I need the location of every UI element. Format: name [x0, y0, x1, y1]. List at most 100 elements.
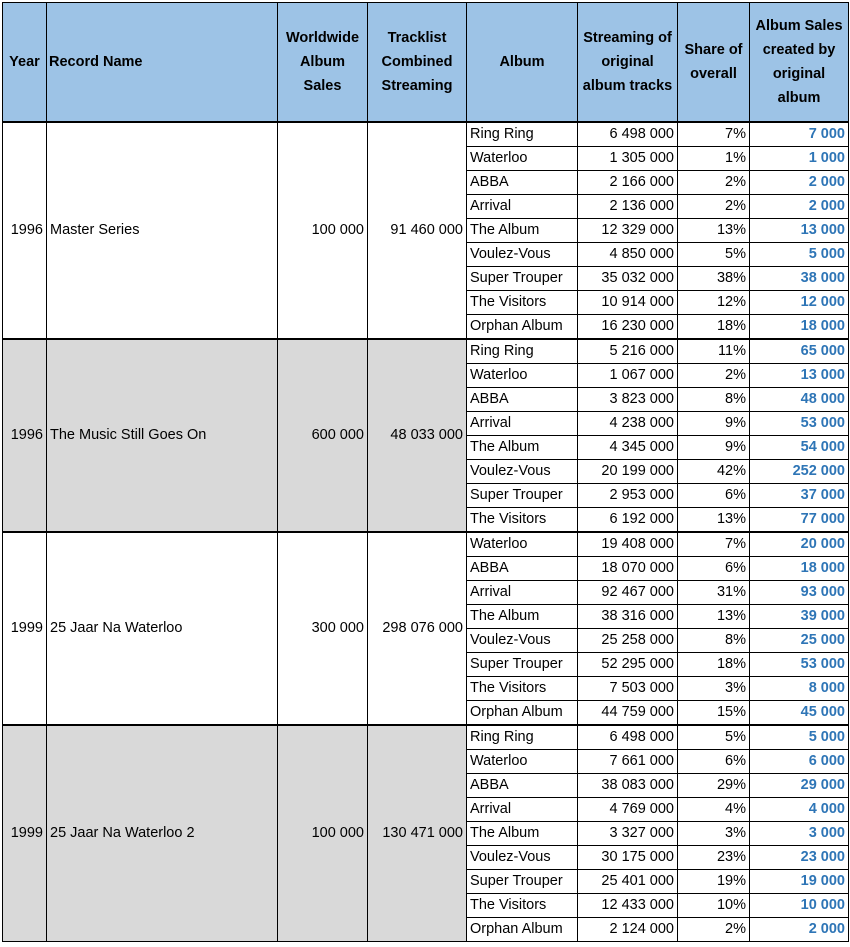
cell-year: 1996 [2, 338, 47, 533]
table-row: The Album 38 316 000 13% 39 000 [3, 604, 849, 629]
cell-streaming-original: 6 192 000 [577, 507, 678, 533]
cell-share: 3% [677, 676, 750, 701]
cell-album-sales-created: 18 000 [749, 556, 849, 581]
cell-album: Orphan Album [466, 314, 578, 340]
table-row: 1999 25 Jaar Na Waterloo 300 000 298 076 00… [2, 531, 849, 726]
cell-share: 13% [677, 507, 750, 533]
cell-tracklist-combined-streaming: 48 033 000 [367, 338, 467, 533]
cell-streaming-original: 7 503 000 [577, 676, 678, 701]
table-row: Orphan Album 44 759 000 15% 45 000 [3, 700, 849, 726]
cell-share: 31% [677, 580, 750, 605]
cell-album: Ring Ring [466, 121, 578, 147]
table-row: Voulez-Vous 25 258 000 8% 25 000 [3, 628, 849, 653]
cell-album: The Visitors [466, 507, 578, 533]
cell-streaming-original: 6 498 000 [577, 724, 678, 750]
cell-share: 1% [677, 146, 750, 171]
cell-streaming-original: 38 083 000 [577, 773, 678, 798]
cell-streaming-original: 52 295 000 [577, 652, 678, 677]
cell-album: Ring Ring [466, 338, 578, 364]
cell-album-sales-created: 5 000 [749, 724, 849, 750]
cell-album-sales-created: 6 000 [749, 749, 849, 774]
table-row: The Album 4 345 000 9% 54 000 [3, 435, 849, 460]
cell-streaming-original: 4 769 000 [577, 797, 678, 822]
header-album: Album [466, 2, 578, 123]
cell-year: 1999 [2, 531, 47, 726]
cell-streaming-original: 5 216 000 [577, 338, 678, 364]
cell-album: ABBA [466, 556, 578, 581]
cell-album-sales-created: 13 000 [749, 363, 849, 388]
cell-streaming-original: 10 914 000 [577, 290, 678, 315]
cell-streaming-original: 4 850 000 [577, 242, 678, 267]
cell-album: Waterloo [466, 749, 578, 774]
cell-album: Voulez-Vous [466, 459, 578, 484]
cell-album: Ring Ring [466, 724, 578, 750]
cell-album-sales-created: 54 000 [749, 435, 849, 460]
cell-album: Arrival [466, 411, 578, 436]
cell-share: 12% [677, 290, 750, 315]
cell-streaming-original: 3 823 000 [577, 387, 678, 412]
cell-album: Orphan Album [466, 917, 578, 942]
cell-worldwide-album-sales: 100 000 [277, 121, 368, 340]
cell-album: Super Trouper [466, 266, 578, 291]
cell-album: Super Trouper [466, 483, 578, 508]
cell-album: The Album [466, 435, 578, 460]
cell-share: 23% [677, 845, 750, 870]
cell-album-sales-created: 19 000 [749, 869, 849, 894]
cell-share: 2% [677, 194, 750, 219]
table-row: The Visitors 7 503 000 3% 8 000 [3, 676, 849, 701]
cell-streaming-original: 16 230 000 [577, 314, 678, 340]
table-row: The Album 12 329 000 13% 13 000 [3, 218, 849, 243]
cell-streaming-original: 38 316 000 [577, 604, 678, 629]
cell-album: Super Trouper [466, 869, 578, 894]
cell-album: Waterloo [466, 531, 578, 557]
cell-streaming-original: 7 661 000 [577, 749, 678, 774]
cell-album: Waterloo [466, 146, 578, 171]
cell-streaming-original: 25 401 000 [577, 869, 678, 894]
table-row: Arrival 4 769 000 4% 4 000 [3, 797, 849, 822]
cell-share: 5% [677, 724, 750, 750]
cell-streaming-original: 2 166 000 [577, 170, 678, 195]
cell-album-sales-created: 1 000 [749, 146, 849, 171]
cell-album-sales-created: 12 000 [749, 290, 849, 315]
cell-year: 1996 [2, 121, 47, 340]
cell-streaming-original: 12 329 000 [577, 218, 678, 243]
table-row: The Visitors 10 914 000 12% 12 000 [3, 290, 849, 315]
cell-share: 2% [677, 917, 750, 942]
table-row: 1996 Master Series 100 000 91 460 000 Ring R… [2, 121, 849, 340]
cell-album-sales-created: 53 000 [749, 652, 849, 677]
table-header: Year Record Name Worldwide Album Sales T… [2, 2, 849, 123]
cell-share: 6% [677, 483, 750, 508]
cell-album-sales-created: 23 000 [749, 845, 849, 870]
cell-worldwide-album-sales: 300 000 [277, 531, 368, 726]
cell-album: Orphan Album [466, 700, 578, 726]
cell-album-sales-created: 65 000 [749, 338, 849, 364]
cell-streaming-original: 6 498 000 [577, 121, 678, 147]
cell-share: 7% [677, 121, 750, 147]
cell-streaming-original: 30 175 000 [577, 845, 678, 870]
cell-album-sales-created: 48 000 [749, 387, 849, 412]
cell-tracklist-combined-streaming: 298 076 000 [367, 531, 467, 726]
cell-streaming-original: 92 467 000 [577, 580, 678, 605]
cell-share: 2% [677, 363, 750, 388]
cell-album-sales-created: 8 000 [749, 676, 849, 701]
cell-streaming-original: 25 258 000 [577, 628, 678, 653]
cell-album-sales-created: 53 000 [749, 411, 849, 436]
table-row: Orphan Album 16 230 000 18% 18 000 [3, 314, 849, 340]
cell-streaming-original: 4 345 000 [577, 435, 678, 460]
cell-share: 6% [677, 749, 750, 774]
header-worldwide-album-sales: Worldwide Album Sales [277, 2, 368, 123]
cell-streaming-original: 2 953 000 [577, 483, 678, 508]
cell-album: Voulez-Vous [466, 845, 578, 870]
cell-streaming-original: 2 124 000 [577, 917, 678, 942]
header-tracklist-combined-streaming: Tracklist Combined Streaming [367, 2, 467, 123]
cell-album-sales-created: 2 000 [749, 194, 849, 219]
cell-album-sales-created: 2 000 [749, 917, 849, 942]
cell-share: 5% [677, 242, 750, 267]
cell-streaming-original: 12 433 000 [577, 893, 678, 918]
cell-share: 8% [677, 628, 750, 653]
cell-album: The Album [466, 604, 578, 629]
cell-album: Waterloo [466, 363, 578, 388]
cell-share: 18% [677, 652, 750, 677]
header-year: Year [2, 2, 47, 123]
